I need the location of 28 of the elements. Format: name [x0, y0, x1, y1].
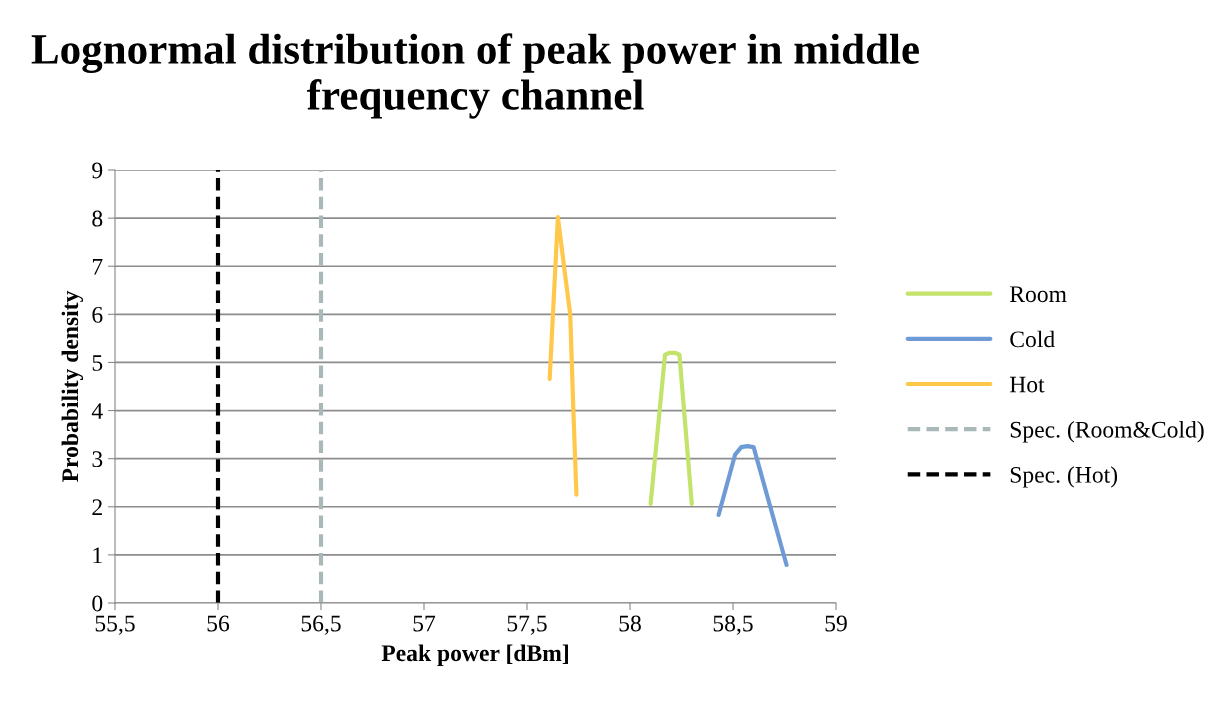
chart-title: Lognormal distribution of peak power in middle frequency channel	[31, 33, 919, 119]
y-tick-label: 8	[92, 210, 103, 227]
y-tick-label: 7	[92, 258, 103, 275]
x-tick-label: 58,5	[713, 615, 753, 635]
legend-label: Spec. (Hot)	[1010, 466, 1118, 488]
y-axis-title: Probability density	[61, 290, 84, 482]
x-tick-label: 58	[619, 615, 641, 632]
y-tick-label: 4	[91, 403, 103, 419]
y-tick-label: 0	[92, 595, 103, 612]
y-tick-label: 5	[92, 355, 103, 371]
legend-label: Room	[1009, 286, 1067, 303]
legend-label: Spec. (Room&Cold)	[1010, 421, 1204, 443]
y-tick-label: 9	[92, 162, 103, 179]
line-series	[716, 444, 789, 568]
x-tick-label: 57,5	[507, 615, 547, 635]
legend-label: Cold	[1010, 330, 1055, 348]
x-tick-label: 55,5	[95, 615, 135, 635]
x-tick-label: 56,5	[301, 615, 341, 635]
x-tick-label: 59	[825, 615, 847, 632]
y-tick-label: 3	[92, 451, 103, 468]
line-series	[547, 215, 579, 497]
x-tick-label: 57	[413, 615, 436, 632]
y-tick-label: 2	[92, 499, 102, 515]
x-axis-title: Peak power [dBm]	[381, 644, 568, 666]
y-tick-label: 6	[92, 306, 103, 323]
y-tick-label: 1	[93, 547, 102, 564]
x-tick-label: 56	[207, 615, 230, 632]
legend-label: Hot	[1009, 376, 1045, 393]
